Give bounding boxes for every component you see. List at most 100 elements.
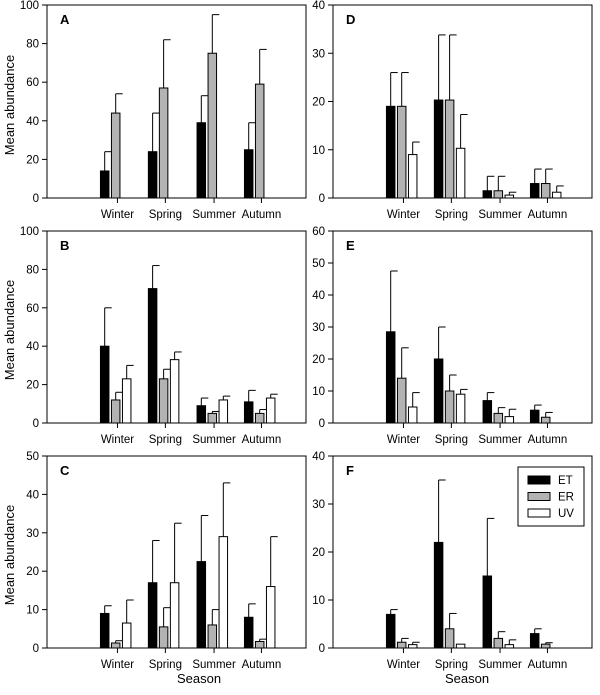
bar-er [444, 99, 455, 199]
panel-letter: D [346, 12, 355, 27]
bar-et [147, 151, 158, 199]
bar-er [493, 412, 504, 424]
panel-a: 0 20 40 60 80 100 Winter Spring Summer Autumn A [20, 0, 307, 221]
x-tick-label: Spring [435, 209, 468, 221]
x-tick-label: Autumn [242, 434, 282, 446]
y-tick-label: 10 [312, 386, 325, 398]
panel-d: 0 10 20 30 40 Winter Spring Summer Autumn D [312, 0, 593, 221]
bar-et [433, 358, 444, 424]
bar-uv [504, 644, 515, 649]
panel-letter: E [346, 238, 355, 253]
bar-uv [455, 643, 466, 649]
y-tick-label: 20 [26, 566, 39, 578]
bar-uv [218, 399, 229, 424]
bar-et [482, 190, 493, 199]
y-axis-title-top: Mean abundance [2, 55, 17, 155]
panel-c: 0 10 20 30 40 50 Winter Spring Summer Autumn C [26, 451, 307, 671]
bar-et [482, 400, 493, 424]
x-tick-label: Winter [101, 659, 134, 671]
x-tick-label: Winter [387, 434, 420, 446]
bar-er [254, 83, 265, 199]
x-tick-label: Summer [478, 434, 522, 446]
panel-letter: F [346, 463, 354, 478]
bar-er [207, 52, 218, 199]
x-axis-title-right: Season [445, 671, 489, 686]
bar-et [196, 405, 207, 424]
bar-er [110, 642, 121, 649]
bar-uv [407, 406, 418, 424]
y-tick-label: 10 [26, 605, 39, 617]
y-tick-label: 40 [26, 489, 39, 501]
x-tick-label: Spring [149, 434, 182, 446]
x-tick-label: Spring [435, 659, 468, 671]
y-tick-label: 10 [312, 595, 325, 607]
x-tick-label: Autumn [242, 659, 282, 671]
bar-et [385, 105, 396, 199]
bar-et [529, 633, 540, 649]
y-tick-label: 60 [312, 226, 325, 238]
bar-er [110, 399, 121, 424]
x-tick-label: Summer [192, 209, 236, 221]
y-tick-label: 0 [319, 418, 325, 430]
y-axis-title-middle: Mean abundance [2, 280, 17, 380]
y-tick-label: 0 [33, 418, 39, 430]
bar-er [396, 105, 407, 199]
y-tick-label: 20 [26, 154, 39, 166]
bar-uv [218, 536, 229, 649]
bar-et [433, 541, 444, 649]
bar-uv [407, 154, 418, 199]
bar-uv [455, 393, 466, 424]
y-tick-label: 0 [33, 193, 39, 205]
y-tick-label: 40 [312, 0, 325, 12]
y-tick-label: 0 [33, 643, 39, 655]
x-tick-label: Summer [192, 659, 236, 671]
bar-uv [121, 378, 132, 424]
bar-uv [504, 416, 515, 424]
panel-f: 0 10 20 30 40 Winter Spring Summer Autumn F [312, 451, 593, 671]
bar-uv [265, 586, 276, 649]
x-axis-title-left: Season [177, 671, 221, 686]
y-tick-label: 30 [26, 528, 39, 540]
bar-er [158, 378, 169, 424]
y-tick-label: 100 [20, 226, 39, 238]
bar-uv [169, 359, 180, 424]
panel-e: 0 10 20 30 40 50 60 Winter Spring Summer Autumn E [312, 226, 593, 446]
bar-et [243, 149, 254, 199]
x-tick-label: Winter [101, 434, 134, 446]
y-tick-label: 20 [312, 354, 325, 366]
x-tick-label: Winter [387, 209, 420, 221]
plot-frame [46, 4, 307, 199]
y-tick-label: 40 [26, 341, 39, 353]
x-tick-label: Summer [478, 659, 522, 671]
bar-er [254, 640, 265, 649]
y-tick-label: 60 [26, 303, 39, 315]
bar-et [385, 331, 396, 424]
legend-label-uv: UV [558, 508, 574, 520]
x-tick-label: Winter [387, 659, 420, 671]
bar-uv [551, 191, 562, 199]
bar-er [207, 412, 218, 424]
x-tick-label: Summer [192, 434, 236, 446]
bar-er [158, 87, 169, 199]
x-tick-label: Winter [101, 209, 134, 221]
legend-label-er: ER [558, 492, 574, 504]
legend-swatch-et [527, 475, 551, 485]
bar-er [444, 628, 455, 649]
y-tick-label: 0 [319, 193, 325, 205]
bar-et [196, 122, 207, 199]
bar-er [540, 183, 551, 199]
bar-uv [407, 644, 418, 649]
legend-swatch-er [527, 492, 551, 501]
bar-et [196, 561, 207, 649]
x-tick-label: Autumn [528, 659, 568, 671]
bar-uv [504, 194, 515, 199]
bar-er [540, 643, 551, 649]
y-tick-label: 30 [312, 322, 325, 334]
bar-et [243, 401, 254, 424]
y-tick-label: 0 [319, 643, 325, 655]
bar-er [444, 390, 455, 424]
legend: ET ER UV [517, 466, 585, 527]
y-tick-label: 20 [312, 97, 325, 109]
y-tick-label: 80 [26, 264, 39, 276]
